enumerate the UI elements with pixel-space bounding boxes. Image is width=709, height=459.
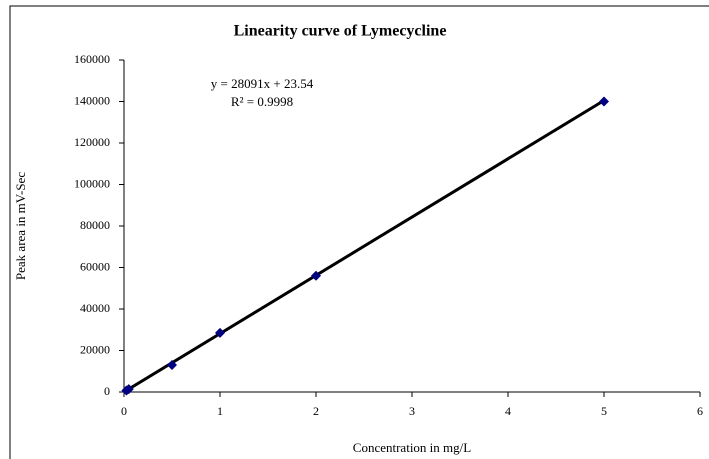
data-point bbox=[311, 270, 321, 281]
data-point bbox=[167, 360, 177, 371]
y-tick-label: 120000 bbox=[74, 135, 110, 149]
y-tick-label: 160000 bbox=[74, 52, 110, 66]
y-tick-label: 20000 bbox=[80, 342, 110, 356]
r-squared: R² = 0.9998 bbox=[231, 94, 293, 109]
y-tick-label: 40000 bbox=[80, 301, 110, 315]
x-tick-label: 2 bbox=[313, 404, 319, 418]
x-tick-label: 1 bbox=[217, 404, 223, 418]
trendline bbox=[123, 99, 605, 394]
x-axis-label: Concentration in mg/L bbox=[353, 440, 471, 455]
data-point bbox=[215, 327, 225, 338]
y-tick-label: 140000 bbox=[74, 93, 110, 107]
y-tick-label: 0 bbox=[104, 384, 110, 398]
x-tick-label: 5 bbox=[601, 404, 607, 418]
y-axis-label: Peak area in mV-Sec bbox=[13, 172, 28, 280]
chart-title: Linearity curve of Lymecycline bbox=[234, 23, 447, 40]
chart-frame bbox=[9, 5, 709, 459]
y-tick-label: 60000 bbox=[80, 259, 110, 273]
x-tick-label: 3 bbox=[409, 404, 415, 418]
equation: y = 28091x + 23.54 bbox=[211, 76, 314, 91]
data-point bbox=[123, 384, 134, 395]
x-tick-label: 6 bbox=[697, 404, 703, 418]
x-tick-label: 0 bbox=[121, 404, 127, 418]
y-tick-label: 80000 bbox=[80, 218, 110, 232]
y-tick-label: 100000 bbox=[74, 176, 110, 190]
data-point bbox=[599, 96, 609, 107]
x-tick-label: 4 bbox=[505, 404, 511, 418]
